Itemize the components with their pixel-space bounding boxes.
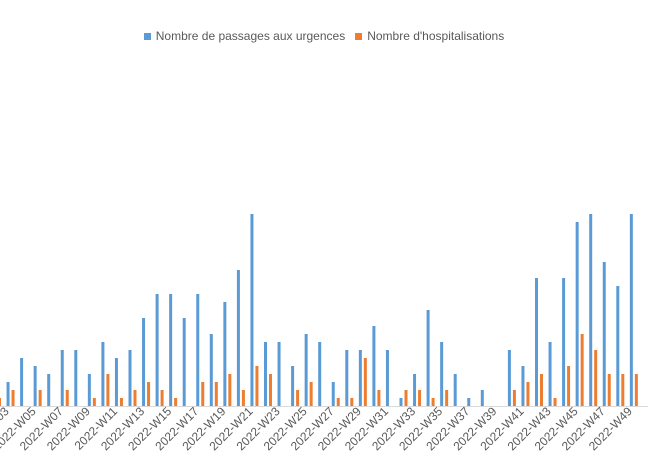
bar-urgences-2022-W05 bbox=[33, 366, 37, 406]
bar-urgences-2022-W41 bbox=[521, 366, 525, 406]
bar-urgences-2022-W15 bbox=[169, 294, 173, 406]
bar-urgences-2022-W04 bbox=[20, 358, 24, 406]
bar-urgences-2022-W31 bbox=[385, 350, 389, 406]
bar-urgences-2022-W47 bbox=[602, 262, 606, 406]
bar-hospitalisations-2022-W30 bbox=[377, 390, 381, 406]
bar-urgences-2022-W49 bbox=[629, 214, 633, 406]
bar-urgences-2022-W40 bbox=[507, 350, 511, 406]
bar-urgences-2022-W35 bbox=[440, 342, 444, 406]
bar-urgences-2022-W30 bbox=[372, 326, 376, 406]
bar-hospitalisations-2022-W48 bbox=[621, 374, 625, 406]
bar-hospitalisations-2022-W49 bbox=[634, 374, 638, 406]
bar-urgences-2022-W20 bbox=[236, 270, 240, 406]
bar-urgences-2022-W12 bbox=[128, 350, 132, 406]
bar-hospitalisations-2022-W46 bbox=[594, 350, 598, 406]
bar-hospitalisations-2022-W28 bbox=[350, 398, 354, 406]
bar-urgences-2022-W18 bbox=[209, 334, 213, 406]
bar-hospitalisations-2022-W10 bbox=[106, 374, 110, 406]
legend-label-urgences: Nombre de passages aux urgences bbox=[155, 29, 346, 43]
bar-hospitalisations-2022-W33 bbox=[418, 390, 422, 406]
bar-hospitalisations-2022-W35 bbox=[445, 390, 449, 406]
bar-urgences-2022-W13 bbox=[142, 318, 146, 406]
bar-urgences-2022-W11 bbox=[114, 358, 118, 406]
bar-hospitalisations-2022-W41 bbox=[526, 382, 530, 406]
legend-item-urgences: Nombre de passages aux urgences bbox=[143, 29, 346, 43]
bar-hospitalisations-2022-W20 bbox=[241, 390, 245, 406]
bar-hospitalisations-2022-W21 bbox=[255, 366, 259, 406]
bar-hospitalisations-2022-W13 bbox=[147, 382, 151, 406]
bar-urgences-2022-W09 bbox=[87, 374, 91, 406]
bar-hospitalisations-2022-W47 bbox=[607, 374, 611, 406]
bar-urgences-2022-W27 bbox=[331, 382, 335, 406]
bar-urgences-2022-W43 bbox=[548, 342, 552, 406]
legend-label-hospitalisations: Nombre d'hospitalisations bbox=[367, 29, 505, 43]
bar-hospitalisations-2022-W27 bbox=[336, 398, 340, 406]
bar-hospitalisations-2022-W14 bbox=[160, 390, 164, 406]
bar-hospitalisations-2022-W42 bbox=[540, 374, 543, 406]
bar-hospitalisations-2022-W25 bbox=[309, 382, 313, 406]
legend-swatch-urgences bbox=[143, 32, 151, 40]
bar-urgences-2022-W14 bbox=[155, 294, 159, 406]
bar-urgences-2022-W32 bbox=[399, 398, 403, 406]
bar-hospitalisations-2022-W11 bbox=[119, 398, 123, 406]
bar-urgences-2022-W29 bbox=[358, 350, 362, 406]
bar-hospitalisations-2022-W24 bbox=[296, 390, 300, 406]
bar-urgences-2022-W17 bbox=[196, 294, 200, 406]
bar-urgences-2022-W23 bbox=[277, 342, 281, 406]
bar-hospitalisations-2022-W43 bbox=[553, 398, 557, 406]
bar-urgences-2022-W46 bbox=[589, 214, 593, 406]
bar-urgences-2022-W16 bbox=[182, 318, 186, 406]
bar-urgences-2022-W22 bbox=[264, 342, 267, 406]
bar-urgences-2022-W25 bbox=[304, 334, 308, 406]
bar-urgences-2022-W26 bbox=[318, 342, 322, 406]
chart-legend: Nombre de passages aux urgences Nombre d… bbox=[0, 27, 648, 45]
bar-urgences-2022-W36 bbox=[453, 374, 457, 406]
bar-urgences-2022-W03 bbox=[6, 382, 10, 406]
legend-swatch-hospitalisations bbox=[355, 32, 363, 40]
bar-hospitalisations-2022-W12 bbox=[133, 390, 137, 406]
bar-hospitalisations-2022-W18 bbox=[214, 382, 218, 406]
bar-urgences-2022-W08 bbox=[74, 350, 78, 406]
bar-hospitalisations-2022-W05 bbox=[38, 390, 42, 406]
bar-urgences-2022-W37 bbox=[467, 398, 471, 406]
bar-hospitalisations-2022-W44 bbox=[567, 366, 571, 406]
bar-hospitalisations-2022-W07 bbox=[65, 390, 69, 406]
bar-urgences-2022-W34 bbox=[426, 310, 430, 406]
bar-urgences-2022-W38 bbox=[480, 390, 484, 406]
bar-urgences-2022-W21 bbox=[250, 214, 254, 406]
bar-urgences-2022-W19 bbox=[223, 302, 227, 406]
bar-hospitalisations-2022-W02 bbox=[0, 398, 1, 406]
bar-urgences-2022-W42 bbox=[535, 278, 538, 406]
bar-hospitalisations-2022-W17 bbox=[201, 382, 205, 406]
bar-urgences-2022-W33 bbox=[413, 374, 417, 406]
bar-urgences-2022-W06 bbox=[47, 374, 51, 406]
bar-urgences-2022-W10 bbox=[101, 342, 105, 406]
bar-hospitalisations-2022-W32 bbox=[404, 390, 408, 406]
bar-hospitalisations-2022-W19 bbox=[228, 374, 232, 406]
bar-hospitalisations-2022-W29 bbox=[363, 358, 367, 406]
bar-urgences-2022-W44 bbox=[562, 278, 566, 406]
bar-hospitalisations-2022-W03 bbox=[11, 390, 15, 406]
bar-urgences-2022-W24 bbox=[291, 366, 295, 406]
bar-hospitalisations-2022-W09 bbox=[92, 398, 96, 406]
bar-urgences-2022-W28 bbox=[345, 350, 349, 406]
bar-urgences-2022-W45 bbox=[575, 222, 579, 406]
bar-hospitalisations-2022-W15 bbox=[174, 398, 178, 406]
bar-urgences-2022-W48 bbox=[616, 286, 620, 406]
legend-item-hospitalisations: Nombre d'hospitalisations bbox=[355, 29, 504, 43]
bar-hospitalisations-2022-W22 bbox=[269, 374, 272, 406]
bar-urgences-2022-W07 bbox=[60, 350, 64, 406]
bar-hospitalisations-2022-W34 bbox=[431, 398, 435, 406]
bar-hospitalisations-2022-W45 bbox=[580, 334, 584, 406]
bar-hospitalisations-2022-W40 bbox=[512, 390, 516, 406]
